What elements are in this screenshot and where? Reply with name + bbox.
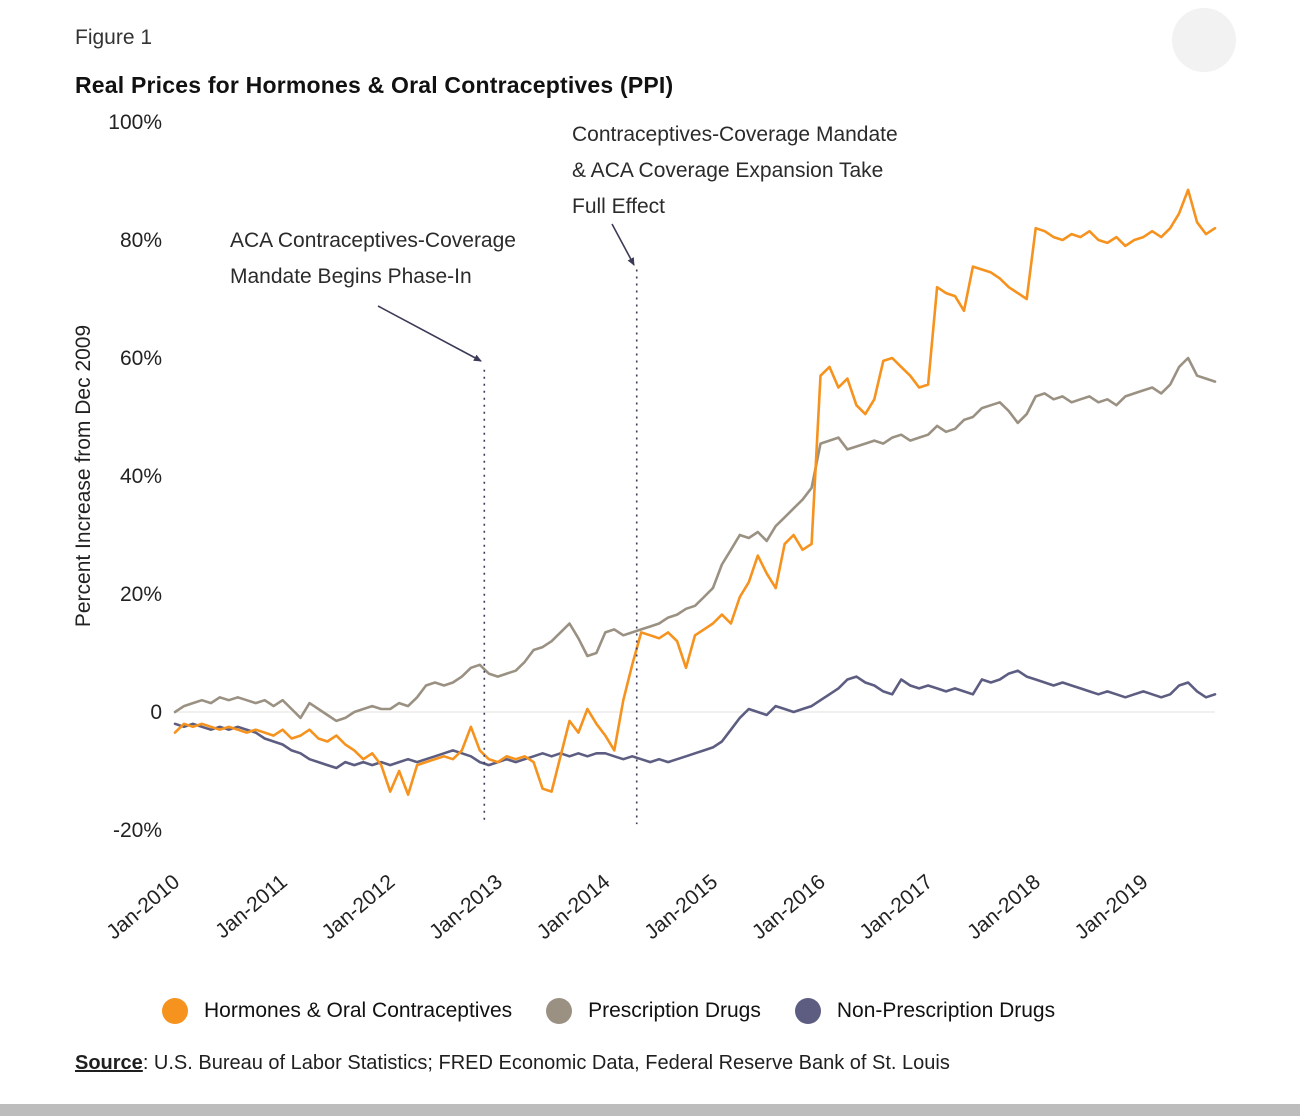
legend-label-hormones: Hormones & Oral Contraceptives xyxy=(204,999,513,1022)
y-tick-label: 60% xyxy=(120,347,162,370)
y-tick-label: 40% xyxy=(120,465,162,488)
y-tick-label: -20% xyxy=(113,819,162,842)
chart-legend: Hormones & Oral Contraceptives Prescript… xyxy=(162,998,1055,1024)
x-tick-label: Jan-2013 xyxy=(425,870,507,944)
x-tick-label: Jan-2014 xyxy=(533,870,615,944)
source-note: Source: U.S. Bureau of Labor Statistics;… xyxy=(75,1052,950,1075)
watermark-circle xyxy=(1172,8,1236,72)
x-tick-label: Jan-2010 xyxy=(102,870,184,944)
window-edge-strip xyxy=(0,1104,1300,1116)
source-text: : U.S. Bureau of Labor Statistics; FRED … xyxy=(142,1052,950,1074)
legend-swatch-hormones-icon xyxy=(162,998,188,1024)
legend-label-nonprescription: Non-Prescription Drugs xyxy=(836,999,1056,1022)
annotation-arrow-1 xyxy=(377,305,482,362)
legend-item-prescription: Prescription Drugs xyxy=(546,998,761,1024)
y-axis-label: Percent Increase from Dec 2009 xyxy=(72,325,95,627)
x-tick-label: Jan-2018 xyxy=(963,870,1045,944)
annotation-text-1: ACA Contraceptives-Coverage Mandate Begin… xyxy=(230,229,516,288)
x-tick-label: Jan-2017 xyxy=(855,870,937,944)
legend-item-nonprescription: Non-Prescription Drugs xyxy=(794,998,1056,1024)
annotation-arrow-2 xyxy=(611,223,635,266)
legend-item-hormones: Hormones & Oral Contraceptives xyxy=(162,998,512,1024)
series-line-prescription-drugs xyxy=(173,356,1217,723)
y-tick-label: 20% xyxy=(120,583,162,606)
x-tick-label: Jan-2019 xyxy=(1071,870,1153,944)
annotation-text-2: Contraceptives-Coverage Mandate & ACA Cov… xyxy=(572,123,898,218)
x-tick-label: Jan-2012 xyxy=(318,870,400,944)
y-tick-label: 100% xyxy=(108,111,162,134)
x-tick-label: Jan-2016 xyxy=(748,870,830,944)
x-tick-label: Jan-2011 xyxy=(211,870,292,943)
y-tick-label: 0 xyxy=(150,701,162,724)
y-tick-label: 80% xyxy=(120,229,162,252)
chart-title: Real Prices for Hormones & Oral Contrace… xyxy=(75,72,674,98)
legend-swatch-prescription-icon xyxy=(546,998,573,1024)
figure-label: Figure 1 xyxy=(75,26,153,49)
series-line-hormones-oral-contraceptives xyxy=(173,188,1217,796)
series-line-non-prescription-drugs xyxy=(173,669,1217,770)
line-chart: 100% 80% 60% 40% 20% 0 -20% Percent Increase fr… xyxy=(72,111,1217,944)
legend-label-prescription: Prescription Drugs xyxy=(588,999,761,1022)
source-label: Source xyxy=(75,1052,143,1074)
x-tick-label: Jan-2015 xyxy=(640,870,722,944)
legend-swatch-nonprescription-icon xyxy=(794,998,821,1024)
